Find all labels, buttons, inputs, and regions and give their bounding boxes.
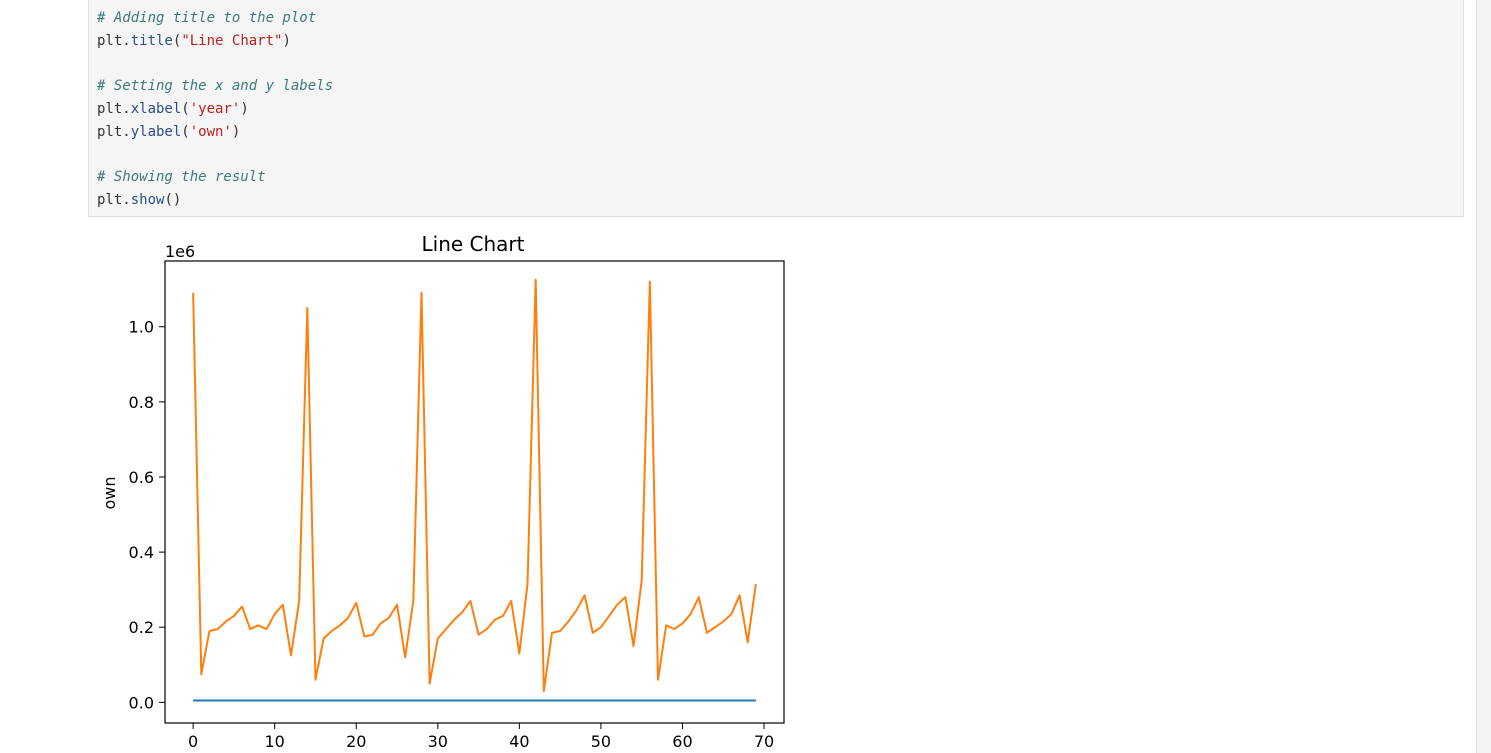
- code-line: plt.title("Line Chart"): [97, 32, 291, 50]
- code-comment: # Showing the result: [97, 169, 266, 185]
- code-paren: ): [240, 101, 249, 117]
- code-cell[interactable]: # Adding title to the plot plt.title("Lin…: [88, 0, 1464, 217]
- x-tick-label: 50: [591, 732, 611, 751]
- y-offset-text: 1e6: [165, 242, 195, 261]
- code-line: plt.xlabel('year'): [97, 100, 249, 118]
- y-tick-label: 0.0: [129, 693, 154, 712]
- series-line-1: [192, 278, 757, 693]
- y-axis-label: own: [100, 476, 119, 509]
- code-object: plt.: [97, 192, 131, 208]
- y-tick-label: 1.0: [129, 318, 154, 337]
- x-tick-label: 20: [346, 732, 366, 751]
- y-tick-label: 0.2: [129, 618, 154, 637]
- y-tick-label: 0.8: [129, 393, 154, 412]
- code-function: show: [130, 192, 165, 208]
- x-tick-label: 40: [509, 732, 529, 751]
- code-line: # Showing the result: [97, 168, 266, 186]
- x-tick-label: 70: [754, 732, 774, 751]
- y-tick-label: 0.6: [129, 468, 154, 487]
- code-string: 'year': [189, 101, 241, 117]
- code-paren: (: [181, 124, 190, 140]
- code-string: "Line Chart": [181, 33, 283, 49]
- code-function: title: [130, 33, 173, 49]
- code-paren: (): [164, 192, 182, 208]
- cell-output: Line Chart 1e6 own 0 10 20 30 40 50 60 70 0.0 0.…: [88, 225, 808, 753]
- x-tick-label: 10: [265, 732, 285, 751]
- code-comment: # Adding title to the plot: [97, 10, 317, 26]
- line-chart: Line Chart 1e6 own 0 10 20 30 40 50 60 70 0.0 0.…: [100, 232, 785, 751]
- x-tick-label: 0: [188, 732, 198, 751]
- plot-frame: [164, 260, 785, 724]
- chart-title: Line Chart: [422, 232, 525, 256]
- code-function: xlabel: [130, 101, 182, 117]
- scrollbar[interactable]: [1476, 0, 1491, 753]
- code-function: ylabel: [130, 124, 182, 140]
- code-paren: (: [181, 101, 190, 117]
- code-line: plt.show(): [97, 191, 181, 209]
- code-paren: (: [172, 33, 182, 49]
- code-line: # Adding title to the plot: [97, 9, 316, 27]
- x-tick-label: 30: [428, 732, 448, 751]
- code-object: plt.: [97, 33, 131, 49]
- code-string: 'own': [189, 124, 232, 140]
- code-paren: ): [282, 33, 291, 49]
- y-tick-label: 0.4: [129, 543, 154, 562]
- code-line: plt.ylabel('own'): [97, 123, 240, 141]
- code-object: plt.: [97, 124, 131, 140]
- x-tick-label: 60: [672, 732, 692, 751]
- code-line: # Setting the x and y labels: [97, 77, 333, 95]
- code-comment: # Setting the x and y labels: [97, 78, 334, 94]
- code-object: plt.: [97, 101, 131, 117]
- code-paren: ): [231, 124, 241, 140]
